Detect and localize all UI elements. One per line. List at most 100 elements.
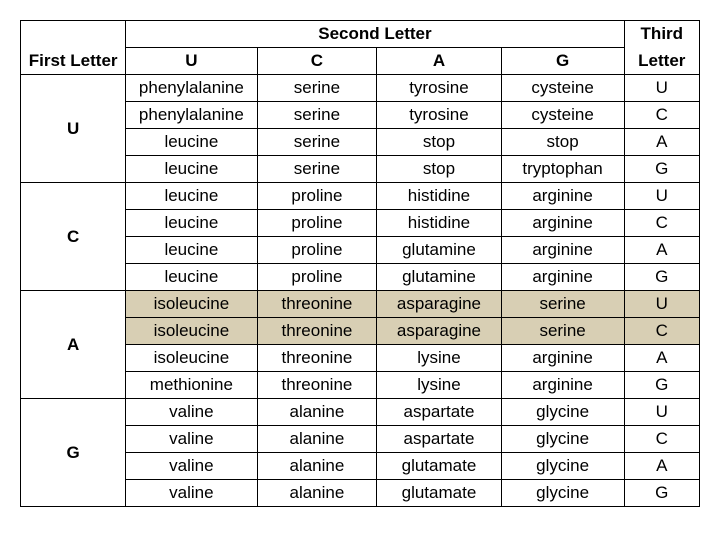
amino-cell: glycine — [501, 426, 624, 453]
amino-cell: proline — [257, 237, 377, 264]
codon-body: UphenylalanineserinetyrosinecysteineUphe… — [21, 75, 700, 507]
amino-cell: leucine — [126, 129, 257, 156]
col-head-A: A — [377, 48, 501, 75]
amino-cell: histidine — [377, 210, 501, 237]
amino-cell: stop — [377, 156, 501, 183]
third-letter-cell: G — [624, 480, 699, 507]
amino-cell: leucine — [126, 237, 257, 264]
amino-cell: asparagine — [377, 291, 501, 318]
third-letter-cell: A — [624, 129, 699, 156]
amino-cell: glutamine — [377, 264, 501, 291]
amino-cell: histidine — [377, 183, 501, 210]
amino-cell: lysine — [377, 345, 501, 372]
amino-cell: arginine — [501, 210, 624, 237]
amino-cell: isoleucine — [126, 291, 257, 318]
amino-cell: tyrosine — [377, 102, 501, 129]
amino-cell: arginine — [501, 372, 624, 399]
amino-cell: tyrosine — [377, 75, 501, 102]
third-letter-cell: U — [624, 399, 699, 426]
col-head-C: C — [257, 48, 377, 75]
first-letter-C: C — [21, 183, 126, 291]
first-letter-G: G — [21, 399, 126, 507]
third-letter-cell: C — [624, 426, 699, 453]
third-letter-cell: A — [624, 237, 699, 264]
amino-cell: arginine — [501, 183, 624, 210]
col-head-U: U — [126, 48, 257, 75]
amino-cell: glycine — [501, 453, 624, 480]
first-letter-A: A — [21, 291, 126, 399]
amino-cell: leucine — [126, 210, 257, 237]
amino-cell: threonine — [257, 345, 377, 372]
amino-cell: serine — [501, 291, 624, 318]
first-letter-header: First Letter — [21, 48, 126, 75]
blank-top-left — [21, 21, 126, 48]
table-row: UphenylalanineserinetyrosinecysteineU — [21, 75, 700, 102]
amino-cell: proline — [257, 210, 377, 237]
third-letter-cell: A — [624, 453, 699, 480]
amino-cell: valine — [126, 426, 257, 453]
third-letter-cell: G — [624, 264, 699, 291]
codon-table: Second Letter Third First Letter U C A G… — [20, 20, 700, 507]
amino-cell: aspartate — [377, 426, 501, 453]
third-letter-cell: G — [624, 156, 699, 183]
amino-cell: threonine — [257, 318, 377, 345]
amino-cell: phenylalanine — [126, 102, 257, 129]
first-letter-U: U — [21, 75, 126, 183]
amino-cell: glycine — [501, 399, 624, 426]
amino-cell: leucine — [126, 264, 257, 291]
third-header-bottom: Letter — [624, 48, 699, 75]
amino-cell: glutamate — [377, 480, 501, 507]
amino-cell: isoleucine — [126, 345, 257, 372]
amino-cell: valine — [126, 399, 257, 426]
amino-cell: threonine — [257, 372, 377, 399]
table-row: GvalinealanineaspartateglycineU — [21, 399, 700, 426]
amino-cell: asparagine — [377, 318, 501, 345]
third-letter-cell: A — [624, 345, 699, 372]
amino-cell: proline — [257, 264, 377, 291]
amino-cell: serine — [257, 129, 377, 156]
amino-cell: phenylalanine — [126, 75, 257, 102]
amino-cell: cysteine — [501, 102, 624, 129]
amino-cell: alanine — [257, 480, 377, 507]
header-row-1: Second Letter Third — [21, 21, 700, 48]
amino-cell: proline — [257, 183, 377, 210]
table-row: AisoleucinethreonineasparagineserineU — [21, 291, 700, 318]
amino-cell: arginine — [501, 345, 624, 372]
amino-cell: glycine — [501, 480, 624, 507]
amino-cell: serine — [257, 75, 377, 102]
amino-cell: glutamine — [377, 237, 501, 264]
amino-cell: tryptophan — [501, 156, 624, 183]
amino-cell: methionine — [126, 372, 257, 399]
table-row: CleucineprolinehistidinearginineU — [21, 183, 700, 210]
amino-cell: stop — [501, 129, 624, 156]
amino-cell: leucine — [126, 183, 257, 210]
amino-cell: arginine — [501, 237, 624, 264]
amino-cell: lysine — [377, 372, 501, 399]
amino-cell: cysteine — [501, 75, 624, 102]
amino-cell: isoleucine — [126, 318, 257, 345]
third-letter-cell: G — [624, 372, 699, 399]
amino-cell: threonine — [257, 291, 377, 318]
amino-cell: arginine — [501, 264, 624, 291]
col-head-G: G — [501, 48, 624, 75]
third-header-top: Third — [624, 21, 699, 48]
third-letter-cell: U — [624, 183, 699, 210]
amino-cell: serine — [257, 156, 377, 183]
amino-cell: alanine — [257, 399, 377, 426]
third-letter-cell: U — [624, 291, 699, 318]
third-letter-cell: C — [624, 102, 699, 129]
amino-cell: serine — [501, 318, 624, 345]
amino-cell: stop — [377, 129, 501, 156]
amino-cell: alanine — [257, 453, 377, 480]
amino-cell: aspartate — [377, 399, 501, 426]
amino-cell: serine — [257, 102, 377, 129]
header-row-2: First Letter U C A G Letter — [21, 48, 700, 75]
third-letter-cell: C — [624, 318, 699, 345]
amino-cell: valine — [126, 453, 257, 480]
third-letter-cell: U — [624, 75, 699, 102]
amino-cell: glutamate — [377, 453, 501, 480]
amino-cell: leucine — [126, 156, 257, 183]
amino-cell: valine — [126, 480, 257, 507]
second-letter-header: Second Letter — [126, 21, 624, 48]
amino-cell: alanine — [257, 426, 377, 453]
